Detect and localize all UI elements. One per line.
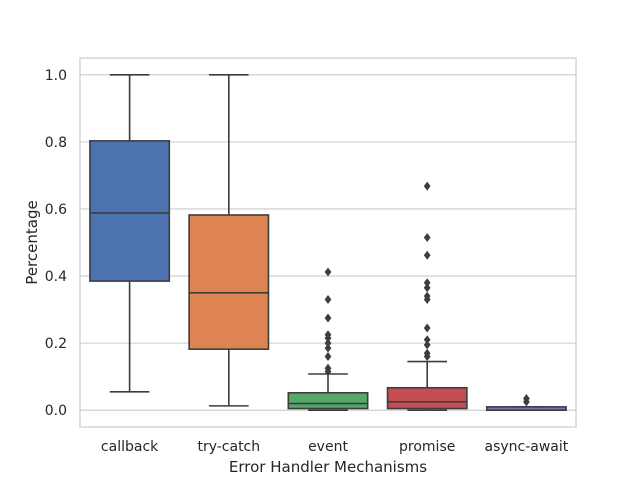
outlier-point — [423, 232, 431, 242]
x-tick-label: try-catch — [197, 439, 260, 455]
x-tick-label: promise — [399, 439, 455, 455]
y-axis-label: Percentage — [23, 200, 41, 284]
outlier-point — [324, 343, 332, 353]
x-tick-label: event — [308, 439, 348, 455]
y-tick-label: 0.0 — [45, 403, 67, 419]
y-tick-label: 1.0 — [45, 68, 67, 84]
box-promise — [386, 181, 468, 412]
x-tick-label: async-await — [485, 439, 569, 455]
outlier-point — [324, 313, 332, 323]
box-series — [89, 73, 567, 412]
box-callback — [89, 73, 171, 393]
outlier-point — [423, 352, 431, 362]
outlier-point — [324, 338, 332, 348]
outlier-point — [324, 295, 332, 305]
outlier-point — [423, 283, 431, 293]
outlier-point — [324, 352, 332, 362]
box-try-catch — [188, 73, 270, 407]
outlier-point — [324, 367, 332, 377]
box-async-await — [485, 393, 567, 412]
y-tick-label: 0.4 — [45, 269, 67, 285]
outlier-point — [324, 267, 332, 277]
x-tick-label: callback — [101, 439, 159, 455]
y-tick-label: 0.6 — [45, 202, 67, 218]
box-body — [386, 386, 468, 410]
outlier-point — [423, 295, 431, 305]
outlier-point — [423, 250, 431, 260]
outlier-point — [423, 181, 431, 191]
plot-frame — [79, 57, 577, 428]
box-body — [89, 140, 171, 282]
y-tick-label: 0.8 — [45, 135, 67, 151]
box-body — [287, 391, 369, 410]
outlier-point — [423, 323, 431, 333]
outlier-point — [324, 333, 332, 343]
outlier-point — [423, 278, 431, 288]
x-axis-label: Error Handler Mechanisms — [229, 458, 427, 476]
y-tick-label: 0.2 — [45, 336, 67, 352]
box-event — [287, 267, 369, 412]
x-tick-labels: callback try-catch event promise async-await — [101, 439, 569, 455]
box-body — [188, 214, 270, 350]
outlier-point — [423, 335, 431, 345]
outlier-point — [523, 397, 530, 407]
outlier-point — [423, 340, 431, 350]
y-tick-labels: 0.0 0.2 0.4 0.6 0.8 1.0 — [45, 68, 67, 419]
